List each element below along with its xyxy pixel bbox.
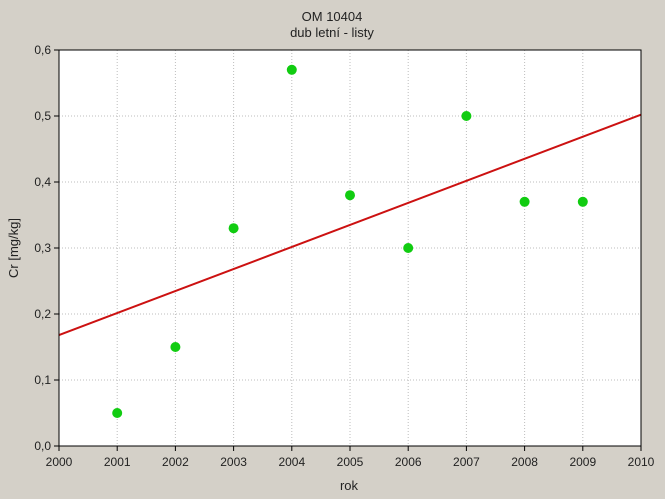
data-point [577, 196, 588, 207]
trendline [58, 113, 642, 337]
data-point [403, 243, 414, 253]
x-tick-label: 2006 [395, 455, 422, 469]
x-tick-label: 2003 [220, 455, 247, 469]
y-tick-label: 0,2 [34, 307, 51, 321]
x-tick-label: 2009 [569, 455, 596, 469]
x-tick-label: 2001 [104, 455, 131, 469]
data-point [170, 342, 181, 352]
grid-lines [59, 50, 641, 446]
chart-subtitle: dub letní - listy [290, 25, 374, 40]
y-axis-label: Cr [mg/kg] [6, 218, 21, 278]
y-tick-label: 0,0 [34, 439, 51, 453]
trendline-group [58, 113, 642, 337]
x-axis-label: rok [340, 478, 359, 493]
x-tick-label: 2002 [162, 455, 189, 469]
x-axis-ticks: 2000 2001 2002 2003 2004 2005 2006 2007 2008 2009… [46, 446, 655, 469]
data-point [345, 190, 355, 201]
data-point [286, 64, 297, 75]
data-point [461, 111, 472, 121]
data-point [112, 408, 123, 418]
y-tick-label: 0,1 [34, 373, 51, 387]
x-tick-label: 2004 [278, 455, 305, 469]
x-tick-label: 2008 [511, 455, 538, 469]
data-point [228, 223, 239, 234]
data-points [112, 64, 588, 418]
y-tick-label: 0,6 [34, 43, 51, 57]
data-point [519, 196, 530, 207]
x-tick-label: 2000 [46, 455, 73, 469]
x-tick-label: 2005 [337, 455, 364, 469]
chart-title: OM 10404 [302, 9, 363, 24]
x-tick-label: 2007 [453, 455, 480, 469]
y-tick-label: 0,4 [34, 175, 51, 189]
y-tick-label: 0,5 [34, 109, 51, 123]
y-axis-ticks: 0,0 0,1 0,2 0,3 0,4 0,5 0,6 [34, 43, 59, 453]
x-tick-label: 2010 [628, 455, 655, 469]
y-tick-label: 0,3 [34, 241, 51, 255]
